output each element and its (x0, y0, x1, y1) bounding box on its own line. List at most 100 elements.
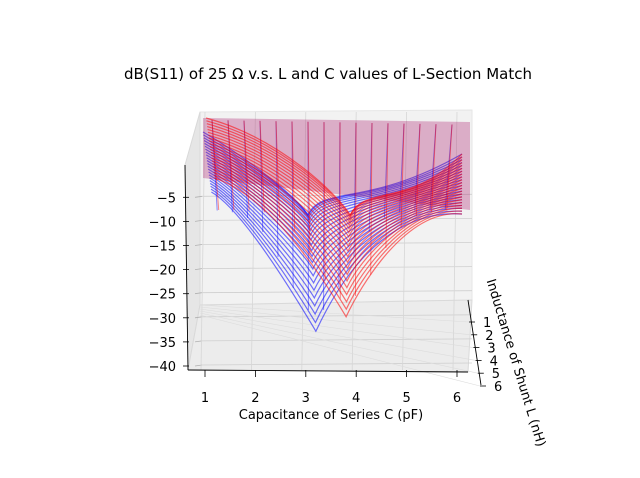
z-gridline-back (201, 314, 473, 318)
z-gridline (194, 268, 203, 270)
y-tick-label: 1 (483, 316, 491, 331)
z-gridline (194, 195, 203, 198)
surface-sheet (203, 118, 470, 210)
y-gridline (199, 314, 481, 387)
z-gridline (194, 220, 203, 222)
surface-mesh-line (368, 122, 373, 232)
surface-mesh-line (243, 120, 250, 211)
z-tick-label: −40 (149, 360, 176, 375)
surface-line (209, 145, 463, 248)
y-gridline (199, 304, 470, 323)
surface-mesh-line (275, 121, 281, 218)
y-axis-line (467, 299, 482, 386)
y-tick-label: 5 (492, 367, 500, 382)
surface-line (207, 131, 463, 227)
y-tick-label: 2 (485, 329, 493, 344)
x-tick-label: 6 (453, 391, 461, 406)
surface-mesh-line (211, 119, 220, 211)
surface-line (211, 157, 463, 270)
surface-mesh-line (415, 123, 421, 217)
z-tick-label: −15 (149, 240, 176, 255)
z-gridline (194, 244, 203, 246)
y-tick-label: 3 (487, 342, 495, 357)
z-gridline-back (201, 338, 473, 342)
floor-pane (187, 299, 473, 373)
surface-series (203, 117, 470, 319)
surface-line (209, 180, 463, 300)
surface-mesh-line (400, 123, 405, 228)
x-gridline (301, 111, 307, 371)
surface-mesh (202, 117, 470, 333)
surface-mesh-line (385, 123, 389, 248)
z-gridline-back (201, 362, 473, 366)
z-tick-label: −20 (149, 264, 176, 279)
surface-mesh-line (227, 120, 235, 211)
surface-line (213, 168, 463, 296)
surface-line (214, 177, 463, 319)
x-gridline (402, 111, 407, 371)
surface-line (208, 134, 463, 230)
chart-title: dB(S11) of 25 Ω v.s. L and C values of L… (124, 65, 532, 83)
surface-line (212, 163, 463, 283)
surface-line (207, 168, 463, 271)
surface-mesh-line (307, 121, 311, 254)
x-axis-line (187, 369, 469, 373)
surface-line (209, 143, 463, 243)
surface-line (209, 140, 463, 239)
surface-mesh-line (291, 121, 296, 232)
z-gridline-back (201, 266, 473, 269)
x-tick-label: 3 (302, 391, 310, 406)
surface-line (208, 174, 463, 285)
surface-line (210, 148, 463, 253)
y-gridline (199, 312, 478, 374)
z-tick-label: −30 (149, 312, 176, 327)
surface-line (207, 125, 463, 221)
surface-line (210, 151, 463, 258)
z-gridline (194, 316, 203, 319)
surface-line (204, 145, 463, 228)
z-axis-line (184, 164, 189, 371)
surface-mesh-line (291, 121, 294, 288)
surface-line (209, 177, 463, 292)
z-tick-label: −35 (149, 336, 176, 351)
z-tick-label: −5 (157, 191, 176, 206)
z-tick-label: −10 (149, 215, 176, 230)
surface-mesh-line (227, 120, 233, 213)
z-gridline (194, 340, 203, 343)
surface-mesh-line (211, 119, 218, 211)
surface-line (211, 154, 463, 264)
surface-mesh-line (370, 122, 373, 275)
surface-line (208, 171, 463, 278)
x-tick-label: 2 (251, 391, 259, 406)
z-tick-label: −25 (149, 288, 176, 303)
y-gridline (199, 310, 476, 361)
surface-line (211, 160, 463, 276)
surface-line (212, 165, 463, 289)
x-tick-label: 1 (201, 391, 209, 406)
z-gridline-back (201, 242, 473, 245)
surface-mesh-line (431, 124, 437, 212)
surface-mesh-line (323, 122, 326, 281)
surface-line (209, 182, 463, 308)
surface-line (210, 185, 463, 316)
x-tick-label: 5 (402, 391, 410, 406)
surface-mesh-line (353, 122, 357, 257)
x-axis-label: Capacitance of Series C (pF) (239, 408, 423, 423)
surface-line (213, 174, 463, 311)
y-tick-label: 6 (494, 380, 502, 395)
y-gridline (199, 308, 474, 348)
z-gridline (194, 292, 203, 295)
x-gridline (251, 111, 256, 371)
surface-line (206, 123, 463, 219)
surface-sheet (203, 118, 470, 210)
surface-mesh-line (446, 124, 453, 211)
surface-line (208, 137, 463, 234)
y-tick-label: 4 (490, 354, 498, 369)
surface-mesh-line (275, 121, 279, 258)
y-gridline (199, 306, 472, 336)
x-gridline (452, 111, 458, 371)
surface-line (213, 171, 463, 304)
x-tick-label: 4 (352, 391, 360, 406)
